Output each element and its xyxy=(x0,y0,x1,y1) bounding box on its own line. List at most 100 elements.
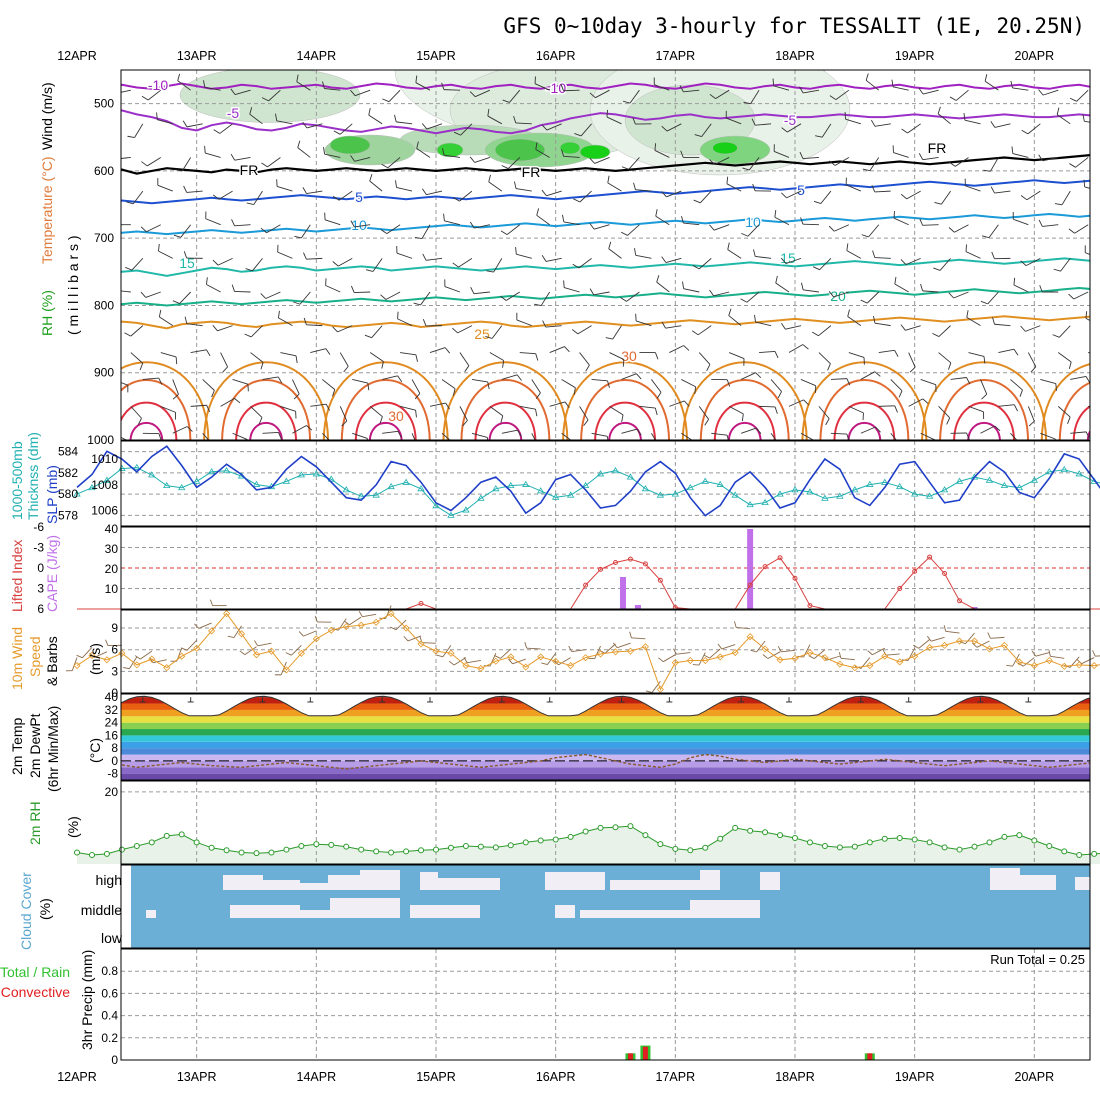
wind10-point xyxy=(1075,661,1083,669)
wind-barb xyxy=(322,379,336,390)
wind-barb xyxy=(1084,186,1090,189)
wind-barb xyxy=(651,433,656,440)
rh2m-point xyxy=(896,835,903,842)
wind-barb xyxy=(512,658,526,665)
wind-barb xyxy=(802,157,819,160)
wind-barb-flag xyxy=(900,193,907,200)
rh2m-point xyxy=(403,848,410,855)
wind10-ytick: 3 xyxy=(111,664,118,678)
wind-barb xyxy=(299,291,311,305)
contour-label: -10 xyxy=(546,80,566,96)
wind-barb-flag xyxy=(230,88,236,95)
wind-barb xyxy=(322,432,330,440)
li-point xyxy=(657,577,663,583)
wind-barb xyxy=(157,184,173,192)
wind-barb xyxy=(1010,379,1023,391)
wind-barb xyxy=(471,379,488,383)
wind-barb xyxy=(426,123,443,130)
wind-barb-flag xyxy=(303,252,307,260)
wind10-point xyxy=(970,637,979,645)
wind10-point xyxy=(1045,656,1053,665)
wind-barb-flag xyxy=(260,362,264,370)
wind-barb xyxy=(1070,431,1087,434)
wind-barb-flag xyxy=(992,317,995,325)
wind-barb-flag xyxy=(1085,431,1090,439)
li-ytick: -3 xyxy=(33,541,44,555)
wind-barb xyxy=(701,123,712,137)
wind-barb xyxy=(426,257,443,261)
wind-barb xyxy=(181,157,192,172)
wind-barb xyxy=(1075,157,1089,168)
contour-label: 20 xyxy=(830,288,846,304)
wind-barb-flag xyxy=(717,643,723,650)
wind-barb-flag xyxy=(980,300,988,305)
wind10-point xyxy=(851,664,859,672)
wind-barb-flag xyxy=(645,690,653,694)
wind-barb xyxy=(787,123,802,133)
wind-barb-flag xyxy=(206,277,208,285)
wind-barb-flag xyxy=(742,167,750,171)
wind-barb-flag xyxy=(636,373,642,380)
wind-barb-flag xyxy=(486,270,494,273)
wind-barb xyxy=(980,379,988,395)
wind-barb-flag xyxy=(180,647,188,651)
contour-label: -5 xyxy=(227,105,240,121)
wind-barb-flag xyxy=(535,142,538,150)
wind-barb xyxy=(609,405,624,416)
wind-barb-flag xyxy=(141,161,148,167)
wind-barb-flag xyxy=(126,441,127,448)
wind-barb-flag xyxy=(172,394,179,400)
wind-barb-flag xyxy=(332,326,338,333)
temp-band xyxy=(121,748,1090,755)
wind-barb-flag xyxy=(861,234,869,238)
wind-barb-flag xyxy=(937,106,941,114)
wind-barb xyxy=(234,157,251,161)
li-point xyxy=(912,568,918,574)
wind-barb xyxy=(578,258,592,269)
wind-barb-flag xyxy=(260,293,267,299)
wind-barb xyxy=(800,379,816,387)
wind-barb xyxy=(617,642,631,649)
wind-barb-flag xyxy=(867,650,873,656)
wind-barb xyxy=(292,425,307,434)
thickness-point xyxy=(163,481,171,489)
rh-label: RH (%) xyxy=(39,290,55,336)
wind-barb-flag xyxy=(709,93,716,100)
wind-barb-flag xyxy=(654,143,657,151)
wind-barb-flag xyxy=(123,667,130,670)
wind-barb xyxy=(885,653,900,656)
wind-barb xyxy=(369,352,384,362)
wind-barb-flag xyxy=(679,85,684,93)
thickness-point xyxy=(671,490,680,497)
wind-barb-flag xyxy=(774,406,778,414)
wind-barb-flag xyxy=(846,378,851,386)
thickness-point xyxy=(985,476,994,483)
wind-barb xyxy=(158,250,173,259)
wind-barb-flag xyxy=(808,655,815,660)
rh2m-point xyxy=(851,843,858,850)
wind-barb-flag xyxy=(636,428,642,436)
wind-barb xyxy=(306,190,323,195)
wind-barb-flag xyxy=(293,301,301,305)
wind-barb xyxy=(621,373,637,380)
wind-barb-flag xyxy=(1020,325,1026,332)
wind-barb-flag xyxy=(752,183,756,191)
wind-barb xyxy=(97,326,112,330)
rh2m-point xyxy=(672,845,679,852)
cape-ytick: 10 xyxy=(105,582,119,596)
wind10-point xyxy=(671,659,679,667)
precip-convective-bar xyxy=(627,1053,633,1060)
wind-barb-flag xyxy=(350,220,355,228)
cloud-clear xyxy=(1020,875,1056,890)
wind-barb-flag xyxy=(847,309,850,317)
thickness-point xyxy=(641,485,650,492)
wind-barb xyxy=(635,189,652,192)
wind-barb-flag xyxy=(981,393,988,400)
wind-barb-flag xyxy=(658,657,664,663)
wind-barb xyxy=(635,320,652,327)
wind-barb-flag xyxy=(126,201,134,205)
date-labels-top: 12APR 13APR 14APR 15APR 16APR 17APR 18APR 19APR… xyxy=(57,49,1054,63)
wind-barb-flag xyxy=(846,243,849,251)
wind-barb xyxy=(1012,653,1020,667)
